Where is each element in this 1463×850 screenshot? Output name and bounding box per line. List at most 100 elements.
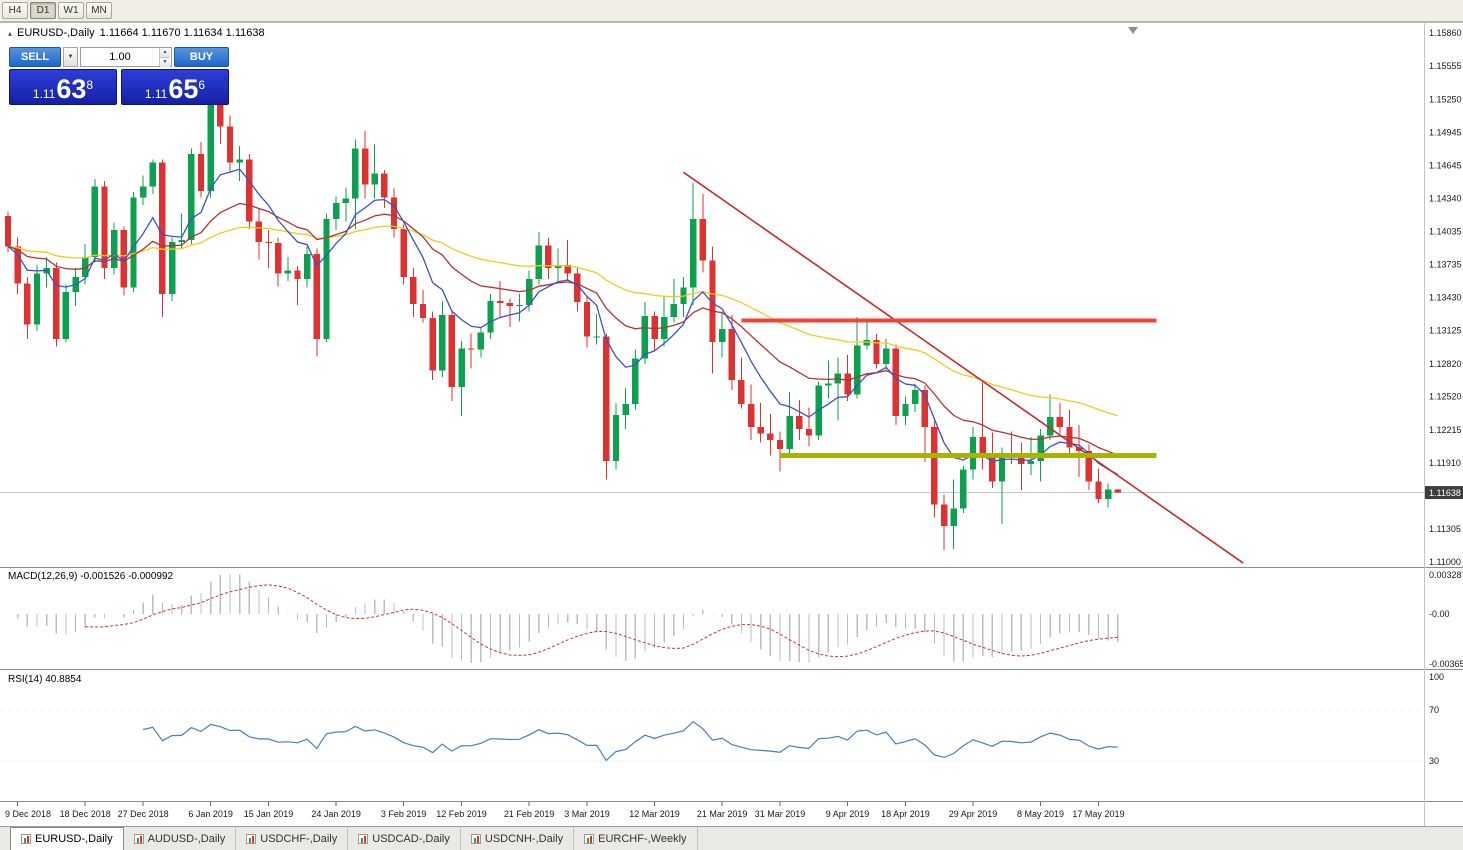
chart-tab-label: USDCAD-,Daily [372, 832, 450, 845]
timeframe-button-mn[interactable]: MN [86, 2, 112, 19]
timeframe-button-h4[interactable]: H4 [2, 2, 28, 19]
buy-price-big: 65 [168, 74, 199, 104]
svg-text:15 Jan 2019: 15 Jan 2019 [244, 809, 294, 819]
date-axis[interactable]: 9 Dec 2018 18 Dec 2018 27 Dec 2018 6 Jan 20… [5, 801, 1124, 820]
svg-text:31 Mar 2019: 31 Mar 2019 [755, 809, 806, 819]
volume-spinner: ▲ ▼ [159, 48, 170, 67]
timeframe-button-w1[interactable]: W1 [58, 2, 84, 19]
rsi-axis-label: 100 [1429, 672, 1444, 682]
chart-icon [246, 833, 257, 844]
rsi-axis-label: 30 [1429, 756, 1439, 766]
svg-text:1.15860: 1.15860 [1429, 28, 1462, 38]
chart-tab-label: USDCHF-,Daily [260, 832, 338, 845]
volume-increase-button[interactable]: ▲ [160, 48, 170, 58]
svg-text:3 Mar 2019: 3 Mar 2019 [564, 809, 610, 819]
moving-average-line [7, 225, 1118, 417]
svg-text:24 Jan 2019: 24 Jan 2019 [311, 809, 361, 819]
svg-text:21 Mar 2019: 21 Mar 2019 [697, 809, 748, 819]
svg-text:29 Apr 2019: 29 Apr 2019 [949, 809, 998, 819]
sell-button[interactable]: SELL [9, 47, 61, 67]
sell-price-box[interactable]: 1.11 63 8 [9, 69, 117, 105]
chart-tab-eurchf-weekly[interactable]: EURCHF-,Weekly [574, 827, 698, 850]
sell-price-big: 63 [56, 74, 87, 104]
macd-signal-line [85, 584, 1118, 658]
macd-axis-label: -0.0036500 [1429, 659, 1463, 669]
svg-text:17 May 2019: 17 May 2019 [1072, 809, 1124, 819]
timeframe-toolbar: H4 D1 W1 MN [0, 0, 1463, 22]
macd-label: MACD(12,26,9) -0.001526 -0.000992 [8, 571, 174, 582]
chart-tab-label: USDCNH-,Daily [484, 832, 564, 845]
svg-text:1.12520: 1.12520 [1429, 392, 1462, 402]
buy-price-pipette: 6 [198, 78, 206, 92]
svg-text:1.14340: 1.14340 [1429, 193, 1462, 203]
timeframe-button-d1[interactable]: D1 [30, 2, 56, 19]
svg-text:18 Dec 2018: 18 Dec 2018 [60, 809, 111, 819]
chart-symbol-label: EURUSD-,Daily [17, 27, 95, 39]
svg-text:9 Dec 2018: 9 Dec 2018 [5, 809, 51, 819]
macd-axis-label: -0.00 [1429, 609, 1450, 619]
svg-text:1.13430: 1.13430 [1429, 293, 1462, 303]
chart-icon [358, 833, 369, 844]
rsi-line [142, 720, 1118, 762]
chart-title: ▴ EURUSD-,Daily 1.11664 1.11670 1.11634 … [8, 27, 265, 39]
moving-average-line [7, 202, 1118, 456]
chart-tab-eurusd-daily[interactable]: EURUSD-,Daily [10, 827, 124, 850]
svg-text:21 Feb 2019: 21 Feb 2019 [504, 809, 555, 819]
chart-tab-usdcnh-daily[interactable]: USDCNH-,Daily [461, 827, 575, 850]
svg-text:6 Jan 2019: 6 Jan 2019 [188, 809, 233, 819]
svg-text:1.12215: 1.12215 [1429, 425, 1462, 435]
svg-text:1.14645: 1.14645 [1429, 160, 1462, 170]
macd-histogram [16, 574, 1119, 664]
moving-average-line [7, 168, 1119, 475]
chart-tab-usdcad-daily[interactable]: USDCAD-,Daily [348, 827, 461, 850]
chart-canvas[interactable]: 1.15860 1.15555 1.15250 1.14945 1.14645 1.143… [0, 22, 1463, 826]
svg-text:27 Dec 2018: 27 Dec 2018 [118, 809, 169, 819]
svg-text:8 May 2019: 8 May 2019 [1017, 809, 1064, 819]
volume-input[interactable] [81, 48, 159, 66]
chart-tab-label: EURUSD-,Daily [35, 833, 113, 845]
collapse-chart-icon[interactable]: ▴ [8, 28, 13, 38]
volume-decrease-button[interactable]: ▼ [160, 58, 170, 67]
chart-ohlc-readout: 1.11664 1.11670 1.11634 1.11638 [99, 27, 265, 39]
svg-text:1.13735: 1.13735 [1429, 259, 1462, 269]
chart-icon [133, 833, 144, 844]
svg-text:12 Feb 2019: 12 Feb 2019 [436, 809, 487, 819]
sell-price-prefix: 1.11 [32, 87, 56, 101]
svg-text:1.11305: 1.11305 [1429, 524, 1461, 534]
svg-text:1.11910: 1.11910 [1429, 458, 1461, 468]
chart-shift-marker-icon [1128, 27, 1138, 34]
rsi-label: RSI(14) 40.8854 [8, 674, 82, 685]
chart-tab-usdchf-daily[interactable]: USDCHF-,Daily [236, 827, 349, 850]
svg-text:1.11638: 1.11638 [1429, 488, 1461, 498]
chart-icon [584, 833, 595, 844]
macd-axis-label: 0.0032870 [1429, 570, 1463, 580]
chart-tab-label: AUDUSD-,Daily [147, 832, 226, 845]
svg-text:1.14035: 1.14035 [1429, 227, 1462, 237]
chart-tab-audusd-daily[interactable]: AUDUSD-,Daily [124, 827, 237, 850]
price-axis[interactable]: 1.15860 1.15555 1.15250 1.14945 1.14645 1.143… [1429, 28, 1462, 567]
svg-text:12 Mar 2019: 12 Mar 2019 [629, 809, 680, 819]
buy-button[interactable]: BUY [174, 47, 229, 67]
rsi-axis-label: 70 [1429, 705, 1439, 715]
descending-trendline [683, 171, 1244, 564]
chart-window: 1.15860 1.15555 1.15250 1.14945 1.14645 1.143… [0, 22, 1463, 826]
svg-text:1.15555: 1.15555 [1429, 61, 1462, 71]
volume-field: ▲ ▼ [80, 47, 172, 67]
svg-text:3 Feb 2019: 3 Feb 2019 [381, 809, 427, 819]
chart-icon [21, 834, 31, 844]
svg-text:1.14945: 1.14945 [1429, 128, 1462, 138]
chart-tab-label: EURCHF-,Weekly [598, 832, 687, 845]
current-price-badge: 1.11638 [1425, 486, 1463, 500]
volume-dropdown-button[interactable]: ▼ [63, 47, 78, 67]
chart-icon [470, 833, 481, 844]
svg-text:9 Apr 2019: 9 Apr 2019 [826, 809, 870, 819]
chevron-down-icon: ▼ [67, 54, 74, 60]
buy-price-box[interactable]: 1.11 65 6 [121, 69, 229, 105]
svg-text:18 Apr 2019: 18 Apr 2019 [881, 809, 930, 819]
svg-text:1.15250: 1.15250 [1429, 94, 1462, 104]
svg-text:1.13125: 1.13125 [1429, 326, 1462, 336]
chart-tab-bar: EURUSD-,Daily AUDUSD-,Daily USDCHF-,Daily U… [0, 826, 1463, 850]
svg-text:1.12820: 1.12820 [1429, 359, 1462, 369]
svg-text:1.11000: 1.11000 [1429, 557, 1461, 567]
